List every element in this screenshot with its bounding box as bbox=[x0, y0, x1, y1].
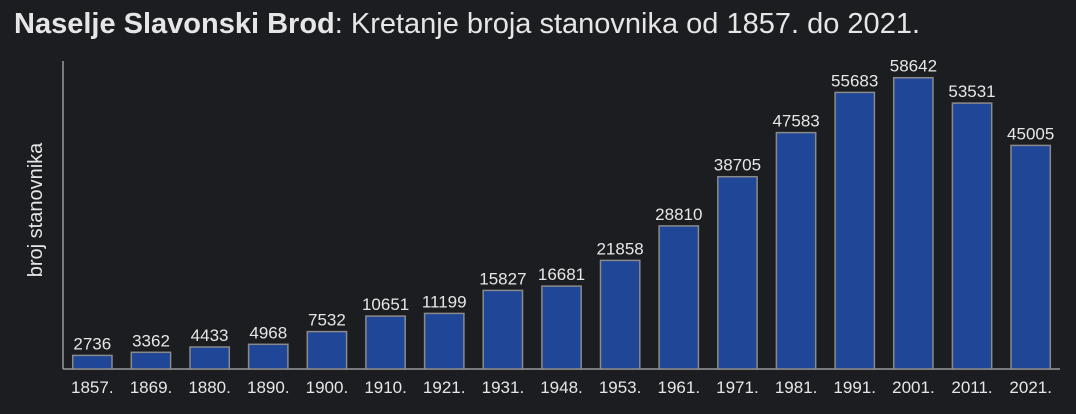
data-label-1931: 15827 bbox=[479, 269, 526, 288]
bar-1869 bbox=[130, 351, 172, 370]
x-tick-label-1900: 1900. bbox=[306, 378, 349, 397]
bar-2011 bbox=[951, 102, 993, 370]
x-tick-label-1961: 1961. bbox=[658, 378, 701, 397]
bar-1981 bbox=[775, 131, 817, 370]
x-tick-label-1890: 1890. bbox=[247, 378, 290, 397]
bar-2001 bbox=[892, 76, 934, 370]
bar-1961 bbox=[658, 225, 700, 370]
data-label-1991: 55683 bbox=[831, 71, 878, 90]
data-label-1890: 4968 bbox=[249, 323, 287, 342]
chart-title-rest: : Kretanje broja stanovnika od 1857. do … bbox=[334, 8, 921, 40]
data-label-2011: 53531 bbox=[948, 82, 995, 101]
data-label-1857: 2736 bbox=[73, 334, 111, 353]
data-label-1981: 47583 bbox=[772, 112, 819, 131]
data-label-1900: 7532 bbox=[308, 311, 346, 330]
bar-1953 bbox=[599, 259, 641, 370]
bar-1991 bbox=[834, 91, 876, 370]
x-tick-label-1981: 1981. bbox=[775, 378, 818, 397]
data-label-1869: 3362 bbox=[132, 331, 170, 350]
x-tick-label-2001: 2001. bbox=[892, 378, 935, 397]
x-tick-label-1869: 1869. bbox=[130, 378, 173, 397]
x-tick-label-1953: 1953. bbox=[599, 378, 642, 397]
x-tick-label-1931: 1931. bbox=[482, 378, 525, 397]
bar-1971 bbox=[717, 175, 758, 370]
x-tick-label-1880: 1880. bbox=[188, 378, 231, 397]
x-tick-label-1971: 1971. bbox=[716, 378, 759, 397]
data-label-1948: 16681 bbox=[538, 265, 585, 284]
x-tick-label-2021: 2021. bbox=[1009, 378, 1052, 397]
x-tick-label-2011: 2011. bbox=[951, 378, 992, 397]
x-tick-label-1921: 1921. bbox=[423, 378, 466, 397]
bars-group: 2736 1857. 3362 1869. 4433 1880. 4968 1890. 7532… bbox=[71, 57, 1054, 397]
bar-2021 bbox=[1010, 144, 1052, 370]
data-label-1961: 28810 bbox=[655, 205, 702, 224]
data-label-2001: 58642 bbox=[890, 57, 937, 76]
data-label-1910: 10651 bbox=[362, 295, 409, 314]
x-tick-label-1910: 1910. bbox=[364, 378, 407, 397]
bar-1948 bbox=[541, 285, 582, 370]
bar-1921 bbox=[423, 312, 465, 370]
bar-1900 bbox=[306, 330, 348, 370]
bar-1910 bbox=[365, 315, 406, 370]
bar-1880 bbox=[189, 346, 231, 370]
x-tick-label-1948: 1948. bbox=[540, 378, 583, 397]
chart-title: Naselje Slavonski Brod: Kretanje broja s… bbox=[14, 6, 920, 42]
data-label-1880: 4433 bbox=[191, 326, 229, 345]
x-tick-label-1991: 1991. bbox=[833, 378, 876, 397]
y-axis-label: broj stanovnika bbox=[25, 142, 47, 277]
data-label-1953: 21858 bbox=[596, 239, 643, 258]
bar-1931 bbox=[482, 289, 524, 370]
bar-1857 bbox=[71, 354, 113, 370]
data-label-1921: 11199 bbox=[422, 292, 467, 311]
chart-title-bold: Naselje Slavonski Brod bbox=[14, 8, 335, 40]
bar-1890 bbox=[247, 343, 289, 370]
data-label-1971: 38705 bbox=[714, 156, 761, 175]
data-label-2021: 45005 bbox=[1007, 124, 1054, 143]
x-tick-label-1857: 1857. bbox=[71, 378, 114, 397]
